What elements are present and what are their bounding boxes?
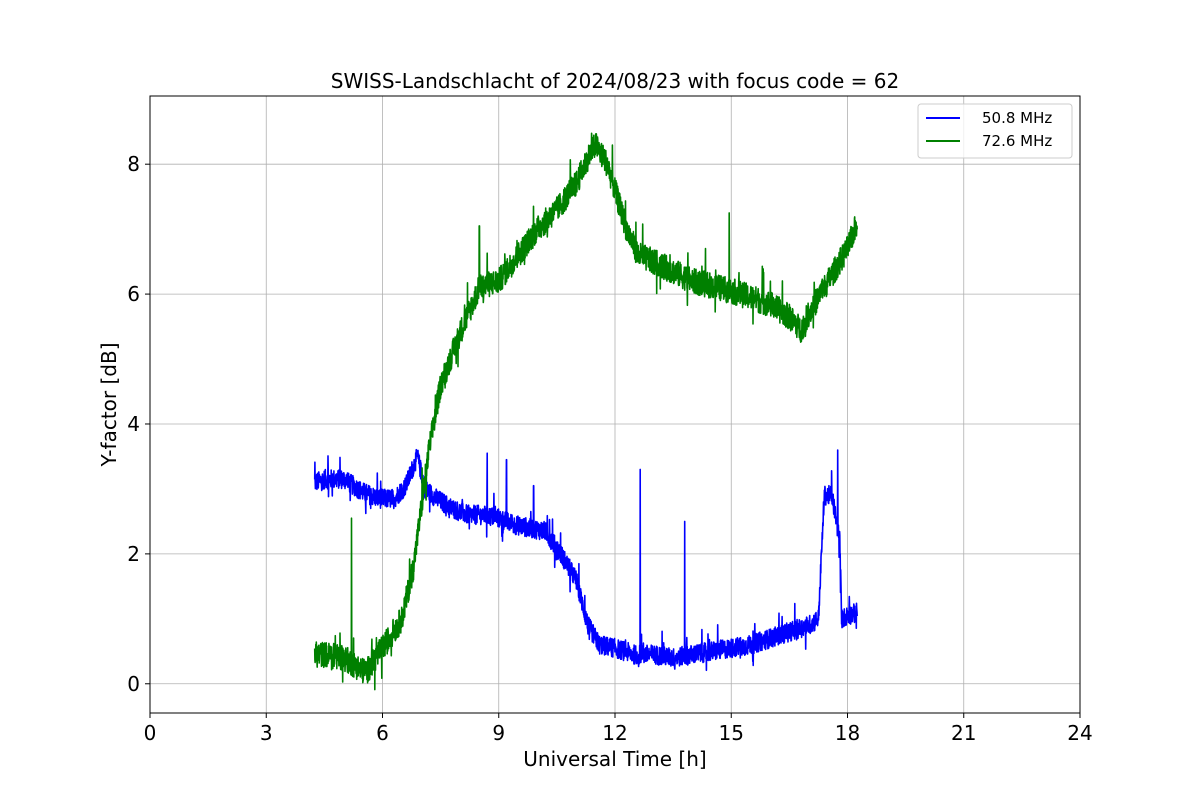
series-line-72-6-mhz xyxy=(313,132,858,691)
y-axis-label: Y-factor [dB] xyxy=(97,342,121,467)
y-tick-label: 6 xyxy=(127,282,140,306)
legend: 50.8 MHz 72.6 MHz xyxy=(917,103,1073,159)
x-tick-label: 6 xyxy=(376,721,389,745)
x-tick-label: 21 xyxy=(951,721,976,745)
chart-title: SWISS-Landschlacht of 2024/08/23 with fo… xyxy=(331,69,899,93)
x-tick-label: 15 xyxy=(719,721,744,745)
y-tick-label: 2 xyxy=(127,542,140,566)
y-tick-label: 8 xyxy=(127,152,140,176)
x-tick-label: 9 xyxy=(492,721,505,745)
y-tick-label: 4 xyxy=(127,412,140,436)
x-tick-label: 18 xyxy=(835,721,860,745)
x-axis-label: Universal Time [h] xyxy=(523,747,706,771)
x-tick-label: 24 xyxy=(1067,721,1092,745)
series-line-50-8-mhz xyxy=(313,448,858,672)
legend-label-72-6-mhz: 72.6 MHz xyxy=(982,132,1052,150)
x-tick-label: 0 xyxy=(144,721,157,745)
series-layer xyxy=(313,132,858,691)
y-tick-label: 0 xyxy=(127,672,140,696)
x-tick-label: 3 xyxy=(260,721,273,745)
legend-label-50-8-mhz: 50.8 MHz xyxy=(982,109,1052,127)
x-tick-label: 12 xyxy=(602,721,627,745)
